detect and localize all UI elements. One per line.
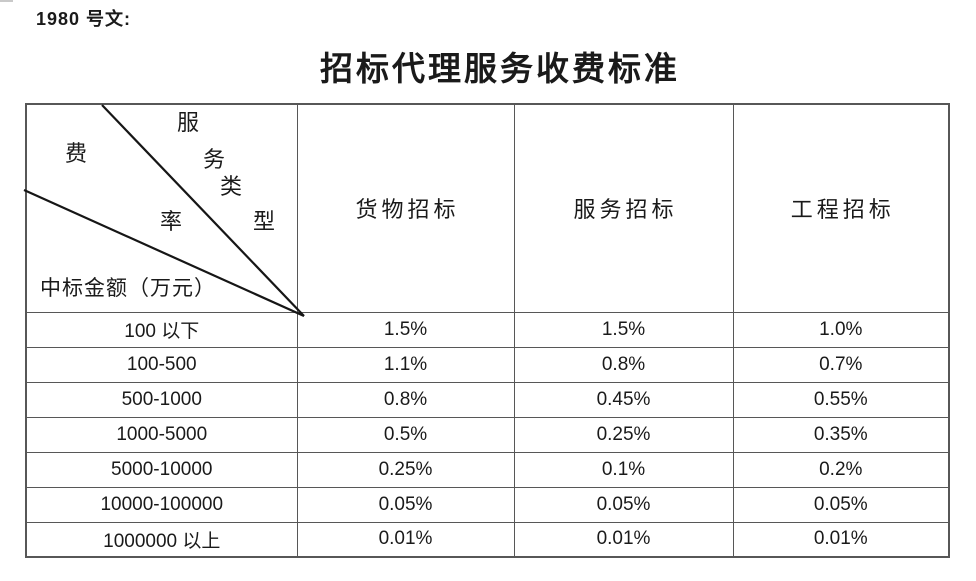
rate-cell: 0.45%	[513, 381, 734, 418]
rate-cell: 0.7%	[732, 346, 950, 383]
table-row: 5000-10000 0.25% 0.1% 0.2%	[25, 451, 950, 488]
rate-cell: 1.0%	[732, 311, 950, 348]
corner-axis-char: 务	[203, 147, 226, 172]
rate-cell: 0.05%	[732, 486, 950, 523]
rate-cell: 0.01%	[513, 521, 734, 558]
table-row: 1000000 以上 0.01% 0.01% 0.01%	[25, 521, 950, 558]
table-row: 1000-5000 0.5% 0.25% 0.35%	[25, 416, 950, 453]
doc-ref: 1980 号文:	[36, 9, 132, 29]
table-row: 100 以下 1.5% 1.5% 1.0%	[25, 311, 950, 348]
rate-cell: 0.8%	[513, 346, 734, 383]
corner-axis-char: 率	[160, 209, 183, 234]
amount-range-cell: 100 以下	[25, 311, 298, 348]
fee-table: 服 务 类 型 费 率 中标金额（万元） 货物招标 服务招标 工程招标 100 …	[23, 103, 950, 558]
amount-range-cell: 500-1000	[25, 381, 298, 418]
corner-axis-char: 费	[65, 141, 88, 166]
rate-cell: 0.35%	[732, 416, 950, 453]
rate-cell: 0.05%	[296, 486, 515, 523]
amount-range-cell: 1000000 以上	[25, 521, 298, 558]
rate-cell: 0.01%	[732, 521, 950, 558]
rate-cell: 0.5%	[296, 416, 515, 453]
corner-axis-char: 类	[220, 174, 243, 199]
amount-range-cell: 1000-5000	[25, 416, 298, 453]
rate-cell: 0.2%	[732, 451, 950, 488]
corner-axis-char: 型	[253, 209, 276, 234]
rate-cell: 0.25%	[513, 416, 734, 453]
table-header-row: 服 务 类 型 费 率 中标金额（万元） 货物招标 服务招标 工程招标	[23, 103, 950, 318]
page-title: 招标代理服务收费标准	[320, 52, 680, 88]
amount-range-cell: 100-500	[25, 346, 298, 383]
column-header-goods: 货物招标	[296, 103, 515, 313]
rate-cell: 0.55%	[732, 381, 950, 418]
corner-row-axis-label: 中标金额（万元）	[40, 277, 216, 300]
rate-cell: 0.01%	[296, 521, 515, 558]
rate-cell: 1.1%	[296, 346, 515, 383]
rate-cell: 0.25%	[296, 451, 515, 488]
column-header-engineering: 工程招标	[732, 103, 950, 313]
table-row: 500-1000 0.8% 0.45% 0.55%	[25, 381, 950, 418]
column-header-services: 服务招标	[513, 103, 734, 313]
table-row: 100-500 1.1% 0.8% 0.7%	[25, 346, 950, 383]
rate-cell: 1.5%	[296, 311, 515, 348]
rate-cell: 0.8%	[296, 381, 515, 418]
amount-range-cell: 5000-10000	[25, 451, 298, 488]
rate-cell: 0.1%	[513, 451, 734, 488]
scan-artifact	[0, 0, 13, 2]
diagonal-header-cell: 服 务 类 型 费 率 中标金额（万元）	[23, 103, 305, 318]
table-row: 10000-100000 0.05% 0.05% 0.05%	[25, 486, 950, 523]
rate-cell: 0.05%	[513, 486, 734, 523]
rate-cell: 1.5%	[513, 311, 734, 348]
amount-range-cell: 10000-100000	[25, 486, 298, 523]
corner-axis-char: 服	[177, 110, 200, 135]
